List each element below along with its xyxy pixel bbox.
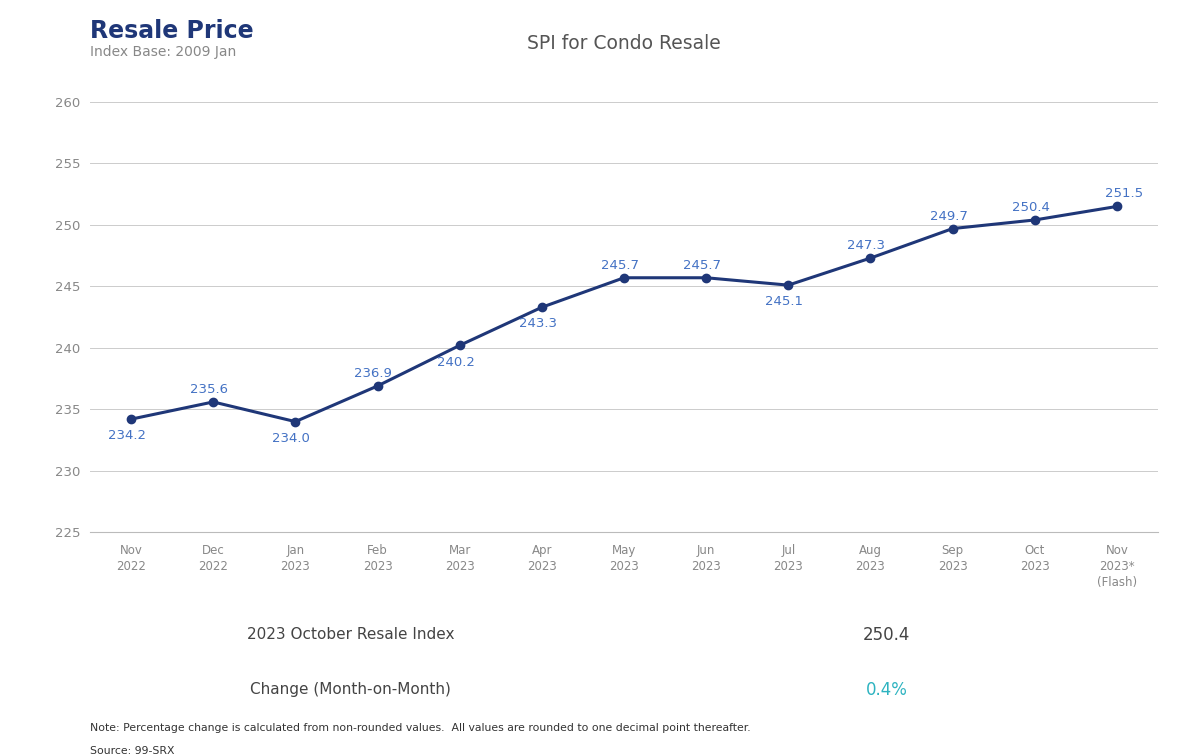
Text: 243.3: 243.3 (518, 317, 557, 331)
Text: 0.4%: 0.4% (865, 681, 907, 698)
Text: Index Base: 2009 Jan: Index Base: 2009 Jan (90, 45, 236, 60)
Text: 245.7: 245.7 (601, 259, 638, 272)
Text: 251.5: 251.5 (1105, 187, 1142, 200)
Text: 234.0: 234.0 (272, 432, 310, 445)
Text: 249.7: 249.7 (930, 210, 967, 223)
Text: 235.6: 235.6 (190, 383, 228, 396)
Text: Note: Percentage change is calculated from non-rounded values.  All values are r: Note: Percentage change is calculated fr… (90, 723, 751, 733)
Text: 250.4: 250.4 (1012, 201, 1050, 214)
Text: 2023 November Resale Index: 2023 November Resale Index (214, 571, 488, 588)
Text: 245.7: 245.7 (683, 259, 721, 272)
Text: 245.1: 245.1 (766, 295, 803, 308)
Text: 240.2: 240.2 (437, 356, 474, 368)
Text: 236.9: 236.9 (354, 367, 392, 380)
Text: 250.4: 250.4 (863, 626, 911, 643)
Text: 234.2: 234.2 (108, 430, 146, 442)
Text: 247.3: 247.3 (847, 239, 886, 252)
Text: SPI for Condo Resale: SPI for Condo Resale (527, 34, 721, 53)
Text: Source: 99-SRX: Source: 99-SRX (90, 746, 174, 755)
Text: 2023 October Resale Index: 2023 October Resale Index (247, 627, 455, 642)
Text: Resale Price: Resale Price (90, 19, 253, 43)
Text: 251.5: 251.5 (858, 571, 914, 588)
Text: Change (Month-on-Month): Change (Month-on-Month) (251, 683, 451, 697)
